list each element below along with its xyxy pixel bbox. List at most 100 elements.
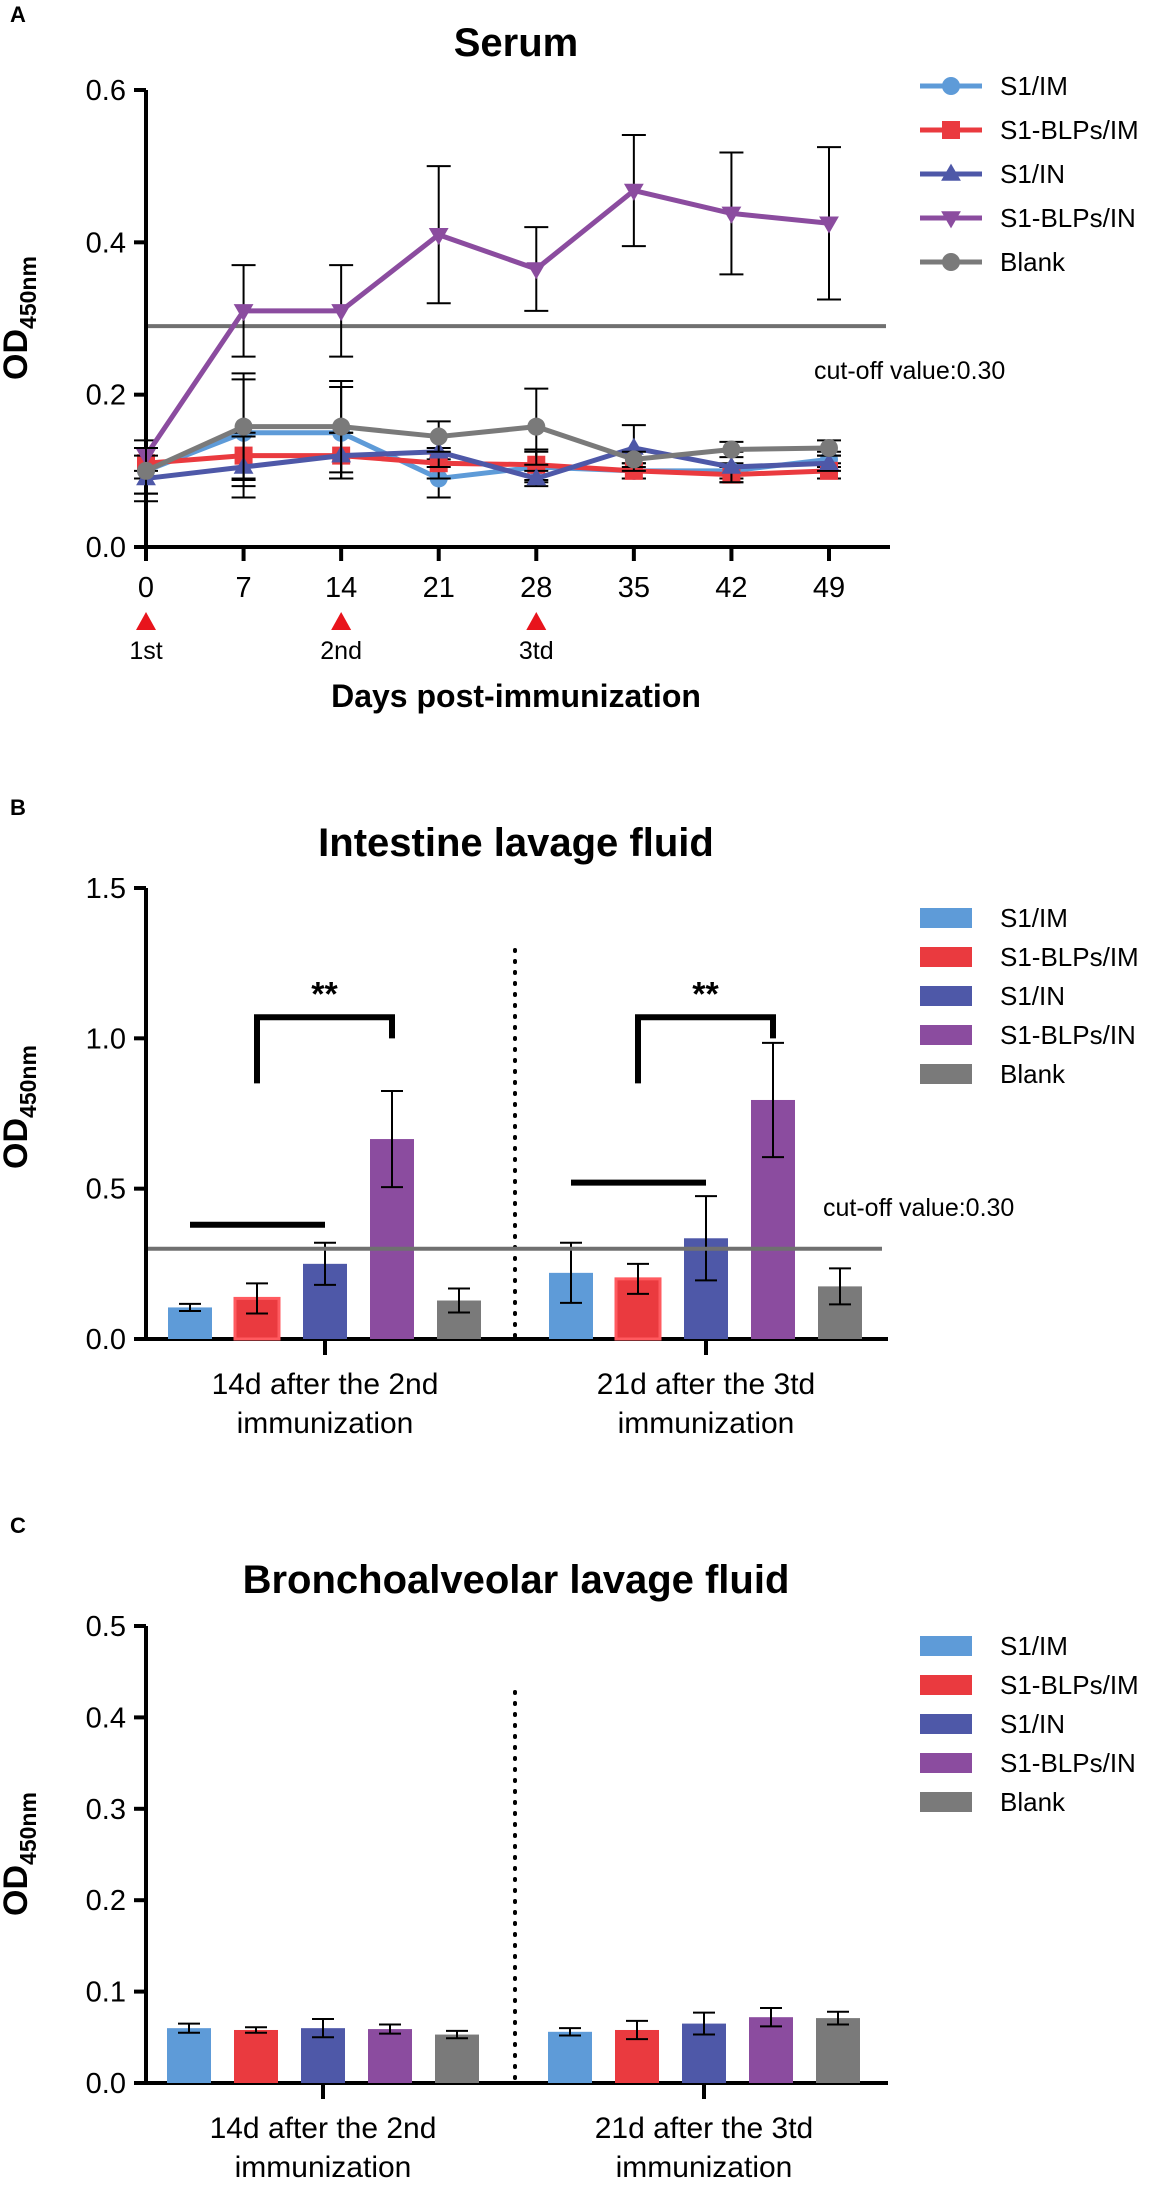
panelA-cutoff-label: cut-off value:0.30 xyxy=(814,357,1005,385)
panelA-legend-marker-1 xyxy=(942,121,960,139)
panelC-letter: C xyxy=(10,1513,26,1538)
panelC-category-label-0-0: 14d after the 2nd xyxy=(210,2112,437,2145)
panelA-x-tick-label-5: 35 xyxy=(618,572,650,604)
panelB-significance-label-0: ** xyxy=(311,975,338,1013)
panelA-x-tick-label-3: 21 xyxy=(423,572,455,604)
panelA-point-4-6 xyxy=(722,440,741,459)
panelA-letter: A xyxy=(10,2,26,27)
panelB-y-tick-label-2: 1.0 xyxy=(86,1023,126,1055)
panelA-y-tick-label-2: 0.4 xyxy=(86,227,126,259)
panelC-legend-swatch-4 xyxy=(920,1792,972,1812)
panelC-bar-1-0 xyxy=(548,2031,592,2083)
panelC-legend-swatch-2 xyxy=(920,1714,972,1734)
panelA-legend-label-3: S1-BLPs/IN xyxy=(1000,203,1136,233)
panelC-legend-swatch-3 xyxy=(920,1753,972,1773)
panelA-legend-label-1: S1-BLPs/IM xyxy=(1000,115,1139,145)
panelC-bar-1-3 xyxy=(749,2017,793,2083)
panelB-category-label-1-1: immunization xyxy=(618,1407,795,1440)
panelB-y-tick-label-3: 1.5 xyxy=(86,873,126,905)
panelB-y-tick-label-1: 0.5 xyxy=(86,1174,126,1206)
panelA-point-3-7 xyxy=(819,216,839,234)
panelA-point-3-4 xyxy=(526,262,547,280)
panelB-legend-label-1: S1-BLPs/IM xyxy=(1000,942,1139,972)
panelA-point-3-3 xyxy=(428,227,449,246)
panelA-series-line-2 xyxy=(145,445,830,481)
panelA-y-axis-label: OD450nm xyxy=(0,256,41,380)
panelC-title: Bronchoalveolar lavage fluid xyxy=(243,1558,790,1602)
panelB-category-label-0-0: 14d after the 2nd xyxy=(212,1368,439,1401)
panelA-y-axis-label-subscript: 450nm xyxy=(15,256,41,329)
panelB-legend-swatch-1 xyxy=(920,947,972,967)
panelA-legend-marker-0 xyxy=(942,77,960,95)
panelB-legend-swatch-0 xyxy=(920,908,972,928)
panelB-significance-bracket-1 xyxy=(635,1014,776,1084)
panelC-y-tick-label-1: 0.1 xyxy=(86,1977,126,2009)
panelA-immunization-label-2: 3td xyxy=(519,637,554,665)
panelA-point-4-5 xyxy=(624,450,643,469)
panelB-legend-label-0: S1/IM xyxy=(1000,903,1068,933)
panelB-significance-label-1: ** xyxy=(692,975,719,1013)
panelA-immunization-arrow-0 xyxy=(136,612,156,630)
panelA-series-line-0 xyxy=(145,430,830,481)
panelA-x-axis-label: Days post-immunization xyxy=(331,678,701,714)
panelB-category-label-1-0: 21d after the 3td xyxy=(597,1368,816,1401)
panelA-immunization-arrow-2 xyxy=(526,612,547,630)
panelA-point-2-4 xyxy=(526,468,547,486)
panelB-cutoff-label: cut-off value:0.30 xyxy=(823,1194,1014,1222)
panelC-y-axis-label: OD450nm xyxy=(0,1792,41,1916)
panelB-significance-bracket-0 xyxy=(254,1014,395,1084)
panelA-legend-marker-3 xyxy=(941,211,961,229)
panelA-point-2-6 xyxy=(721,456,742,474)
panelA-x-tick-label-1: 7 xyxy=(236,572,252,604)
panelC-legend-swatch-1 xyxy=(920,1675,972,1695)
panelA-point-4-7 xyxy=(820,438,838,457)
panelB-letter: B xyxy=(10,795,26,820)
panelB-category-label-0-1: immunization xyxy=(237,1407,414,1440)
panelC-legend-label-0: S1/IM xyxy=(1000,1631,1068,1661)
panelC-legend-label-3: S1-BLPs/IN xyxy=(1000,1748,1136,1778)
panelC-y-tick-label-3: 0.3 xyxy=(86,1794,126,1826)
panelA-x-tick-label-6: 42 xyxy=(715,572,747,604)
panelA-point-4-0 xyxy=(137,461,155,480)
panelA-immunization-label-0: 1st xyxy=(129,637,162,665)
panelA-point-3-5 xyxy=(623,183,644,201)
panelA-x-tick-label-4: 28 xyxy=(520,572,552,604)
panelA-x-tick-label-0: 0 xyxy=(138,572,154,604)
panelB-y-axis-label-subscript: 450nm xyxy=(15,1045,41,1118)
panelA-y-tick-label-0: 0.0 xyxy=(86,532,126,564)
panelC-bar-0-0 xyxy=(167,2028,211,2083)
panelC-y-tick-label-0: 0.0 xyxy=(86,2068,126,2100)
panelA-y-tick-label-1: 0.2 xyxy=(86,380,126,412)
panelA-title: Serum xyxy=(454,21,579,65)
panelC-bar-0-3 xyxy=(368,2029,412,2083)
panelC-y-tick-label-5: 0.5 xyxy=(86,1611,126,1643)
panelC-y-tick-label-2: 0.2 xyxy=(86,1885,126,1917)
panelB-y-axis-label: OD450nm xyxy=(0,1045,41,1169)
panelC-category-label-1-1: immunization xyxy=(616,2151,793,2184)
panelB-legend-swatch-3 xyxy=(920,1025,972,1045)
panelC-legend-label-4: Blank xyxy=(1000,1787,1066,1817)
panelA-point-3-2 xyxy=(331,304,352,322)
panelA-point-3-1 xyxy=(233,304,254,322)
panelA-legend-label-2: S1/IN xyxy=(1000,159,1065,189)
panelC-legend-label-1: S1-BLPs/IM xyxy=(1000,1670,1139,1700)
panelC-y-axis-label-subscript: 450nm xyxy=(15,1792,41,1865)
panelA-point-4-4 xyxy=(527,417,546,436)
panelA-point-4-1 xyxy=(234,417,253,436)
panelA-point-4-2 xyxy=(332,417,351,436)
panelC-bar-0-4 xyxy=(435,2034,479,2083)
panelA-legend-marker-4 xyxy=(942,253,960,271)
panelA-x-tick-label-7: 49 xyxy=(813,572,845,604)
panelA-legend-label-4: Blank xyxy=(1000,247,1066,277)
panelB-legend-swatch-4 xyxy=(920,1064,972,1084)
panelA-x-tick-label-2: 14 xyxy=(325,572,357,604)
panelA-point-4-3 xyxy=(429,427,448,446)
panelC-category-label-0-1: immunization xyxy=(235,2151,412,2184)
panelA-immunization-arrow-1 xyxy=(331,612,352,630)
panelB-legend-label-3: S1-BLPs/IN xyxy=(1000,1020,1136,1050)
panelC-category-label-1-0: 21d after the 3td xyxy=(595,2112,814,2145)
panelA-point-2-7 xyxy=(819,452,839,470)
panelA-series-line-3 xyxy=(143,188,830,457)
panelA-point-2-5 xyxy=(623,437,644,455)
panelA-legend-marker-2 xyxy=(941,163,961,181)
